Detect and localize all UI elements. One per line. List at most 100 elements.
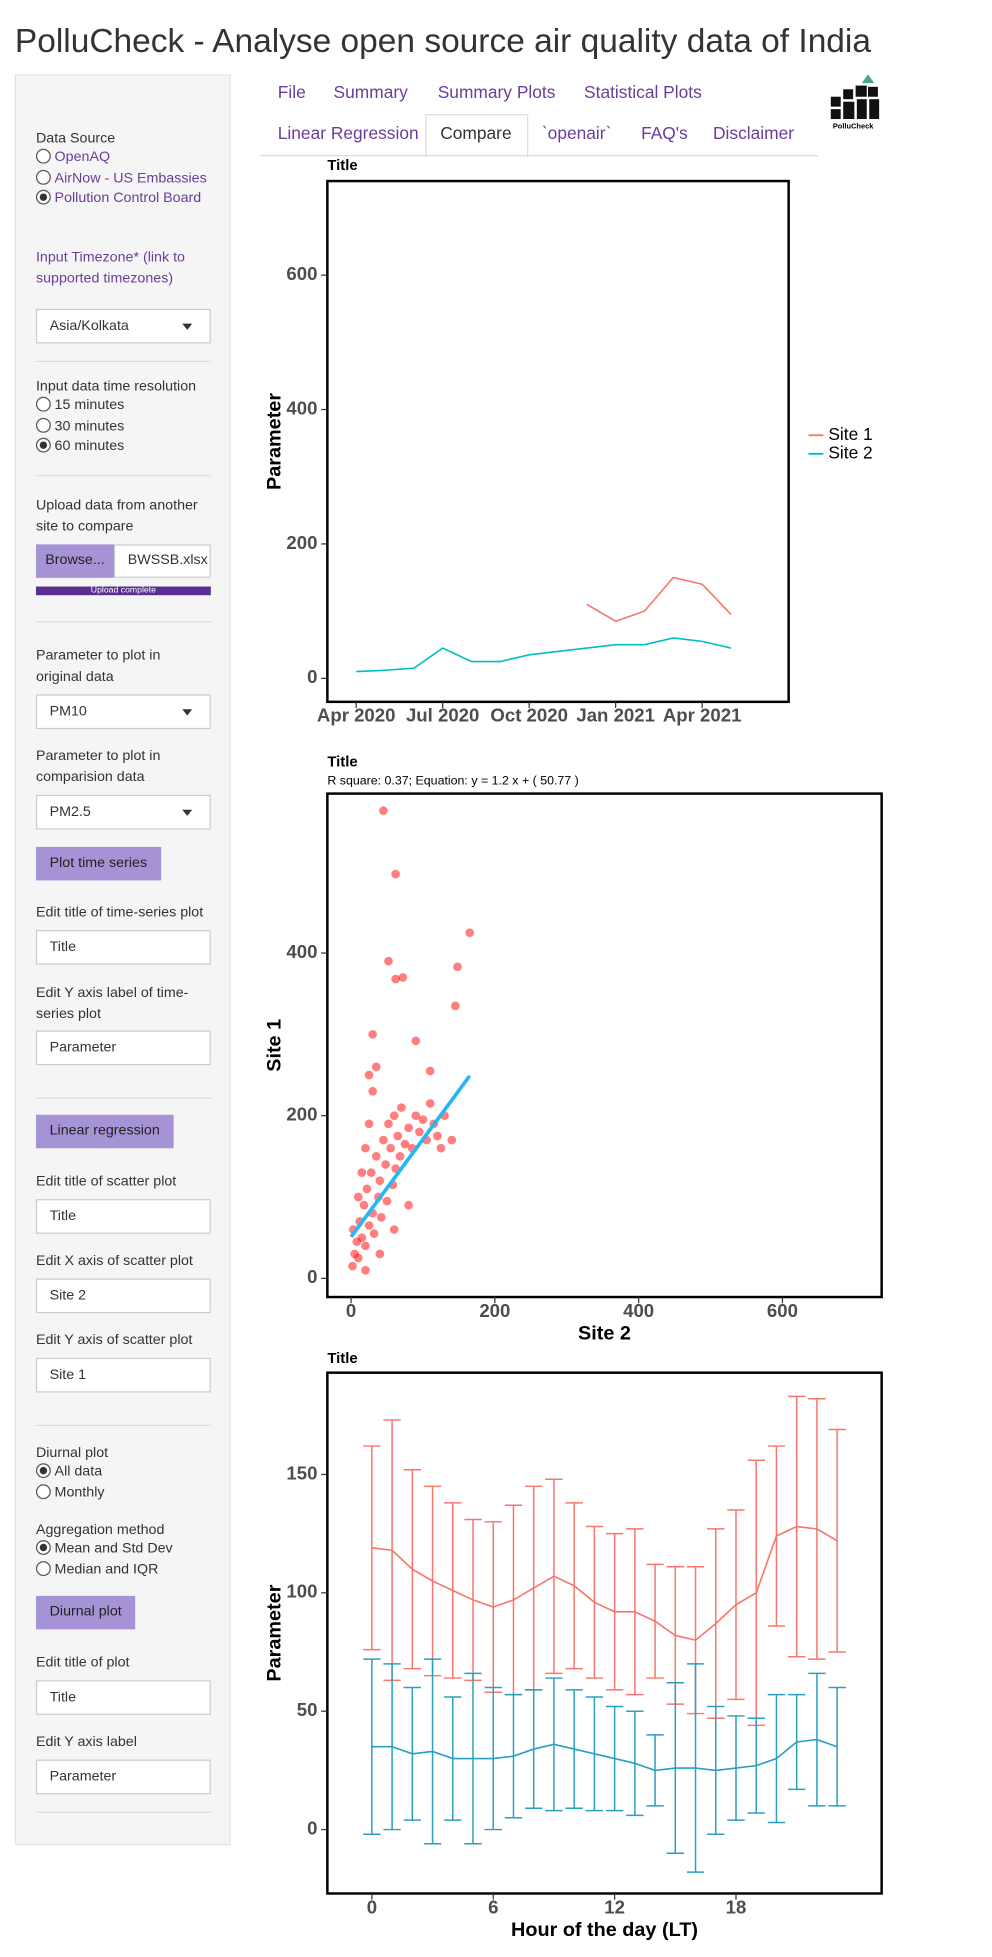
plot-button[interactable]: Plot time series bbox=[35, 846, 161, 881]
error-bar bbox=[464, 1672, 482, 1845]
text-input[interactable]: Site 1 bbox=[35, 1357, 211, 1393]
radio-label: Median and IQR bbox=[54, 1562, 159, 1577]
divider bbox=[35, 474, 211, 477]
text-input[interactable]: Parameter bbox=[35, 1030, 211, 1066]
nav-tab[interactable]: Summary bbox=[333, 81, 408, 102]
text-input[interactable]: Title bbox=[35, 1199, 211, 1234]
error-bar bbox=[707, 1705, 725, 1836]
divider bbox=[35, 621, 211, 623]
label: Edit X axis of scatter plot bbox=[35, 1253, 193, 1269]
label: Edit title of plot bbox=[35, 1655, 130, 1671]
label[interactable]: Input Timezone* (link to supported timez… bbox=[35, 250, 185, 286]
radio-option[interactable]: 30 minutes bbox=[35, 417, 125, 434]
chart-subtitle: R square: 0.37; Equation: y = 1.2 x + ( … bbox=[327, 773, 578, 787]
radio-option[interactable]: All data bbox=[35, 1463, 102, 1479]
divider bbox=[35, 1424, 211, 1426]
nav-tab[interactable]: Linear Regression bbox=[277, 122, 419, 143]
scatter-point bbox=[418, 1115, 428, 1125]
scatter-point bbox=[353, 1253, 363, 1263]
timezone-select[interactable]: Asia/Kolkata bbox=[35, 308, 211, 344]
y-tick-label: 0 bbox=[307, 666, 317, 687]
label: Edit title of scatter plot bbox=[35, 1174, 177, 1190]
diurnal-button[interactable]: Diurnal plot bbox=[35, 1595, 136, 1630]
text-input[interactable]: Site 2 bbox=[35, 1278, 211, 1314]
divider bbox=[35, 1811, 211, 1813]
label: Parameter to plot in original data bbox=[35, 648, 161, 684]
radio-button bbox=[35, 438, 51, 454]
scatter-point bbox=[436, 1143, 446, 1153]
radio-label: AirNow - US Embassies bbox=[54, 170, 207, 186]
radio-option[interactable]: Monthly bbox=[35, 1483, 105, 1501]
error-bar bbox=[403, 1468, 422, 1670]
radio-button bbox=[35, 1540, 51, 1555]
error-bar bbox=[767, 1693, 786, 1824]
scatter-point bbox=[357, 1168, 367, 1177]
error-bar bbox=[605, 1705, 624, 1812]
x-axis-title: Hour of the day (LT) bbox=[511, 1919, 698, 1941]
radio-label: Monthly bbox=[54, 1485, 105, 1501]
scatter-point bbox=[447, 1135, 457, 1145]
scatter-point bbox=[361, 1143, 370, 1153]
nav-tab[interactable]: Compare bbox=[440, 122, 512, 143]
radio-option[interactable]: OpenAQ bbox=[35, 148, 111, 165]
error-bar bbox=[626, 1710, 644, 1817]
scatter-point bbox=[353, 1192, 363, 1202]
active-tab-box bbox=[425, 114, 529, 158]
scatter-point bbox=[348, 1261, 357, 1271]
fit-line bbox=[349, 1074, 472, 1238]
radio-option[interactable]: Pollution Control Board bbox=[35, 190, 201, 206]
radio-option[interactable]: AirNow - US Embassies bbox=[35, 169, 207, 186]
scatter-point bbox=[369, 1229, 379, 1238]
error-bar bbox=[363, 1658, 381, 1836]
radio-option[interactable]: 60 minutes bbox=[35, 438, 124, 454]
y-axis-title: Parameter bbox=[264, 393, 286, 490]
scatter-point bbox=[361, 1241, 370, 1251]
error-bar bbox=[808, 1397, 826, 1660]
text-input[interactable]: Parameter bbox=[35, 1759, 211, 1795]
logo-text: PolluCheck bbox=[833, 121, 874, 130]
parameter-select[interactable]: PM10 bbox=[35, 694, 211, 730]
nav-tab[interactable]: Summary Plots bbox=[437, 81, 556, 102]
label: Edit title of time-series plot bbox=[35, 905, 204, 921]
error-bar bbox=[383, 1663, 401, 1831]
radio-label: OpenAQ bbox=[54, 150, 111, 165]
scatter-point bbox=[379, 806, 388, 816]
error-bar bbox=[666, 1682, 684, 1854]
regression-button[interactable]: Linear regression bbox=[35, 1114, 174, 1149]
radio-option[interactable]: Mean and Std Dev bbox=[35, 1540, 173, 1557]
radio-option[interactable]: Median and IQR bbox=[35, 1560, 159, 1577]
scatter-point bbox=[450, 1001, 460, 1011]
radio-option[interactable]: 15 minutes bbox=[35, 396, 124, 413]
text-input[interactable]: Title bbox=[35, 930, 211, 965]
radio-label: Mean and Std Dev bbox=[54, 1541, 173, 1557]
nav-tab[interactable]: File bbox=[277, 81, 306, 102]
nav-tab[interactable]: Disclaimer bbox=[713, 122, 795, 143]
radio-button bbox=[35, 148, 51, 164]
nav-tab[interactable]: `openair` bbox=[541, 122, 612, 143]
y-tick-label: 100 bbox=[286, 1581, 317, 1602]
browse-button[interactable]: Browse... bbox=[35, 544, 115, 578]
series-line bbox=[371, 1525, 838, 1642]
scatter-point bbox=[400, 1139, 410, 1149]
logo: PolluCheck bbox=[830, 74, 880, 130]
label: Aggregation method bbox=[35, 1522, 165, 1538]
nav-tab[interactable]: Statistical Plots bbox=[584, 81, 702, 102]
error-bar bbox=[565, 1689, 583, 1809]
error-bar bbox=[828, 1686, 846, 1807]
scatter-point bbox=[376, 1212, 386, 1222]
radio-label: 30 minutes bbox=[54, 418, 125, 434]
scatter-point bbox=[371, 1062, 381, 1072]
error-bar bbox=[504, 1693, 523, 1819]
nav-tab[interactable]: FAQ's bbox=[641, 122, 688, 143]
series-line bbox=[356, 637, 732, 673]
x-tick-label: Apr 2020 bbox=[317, 705, 396, 726]
text-input[interactable]: Title bbox=[35, 1680, 211, 1715]
series-line bbox=[371, 1738, 838, 1772]
scatter-point bbox=[389, 1111, 399, 1121]
radio-button bbox=[35, 1560, 51, 1576]
x-tick-label: 600 bbox=[767, 1300, 798, 1321]
x-axis-title: Site 2 bbox=[578, 1322, 631, 1344]
parameter-select[interactable]: PM2.5 bbox=[35, 794, 211, 830]
scatter-point bbox=[359, 1200, 369, 1210]
error-bar bbox=[626, 1528, 644, 1696]
